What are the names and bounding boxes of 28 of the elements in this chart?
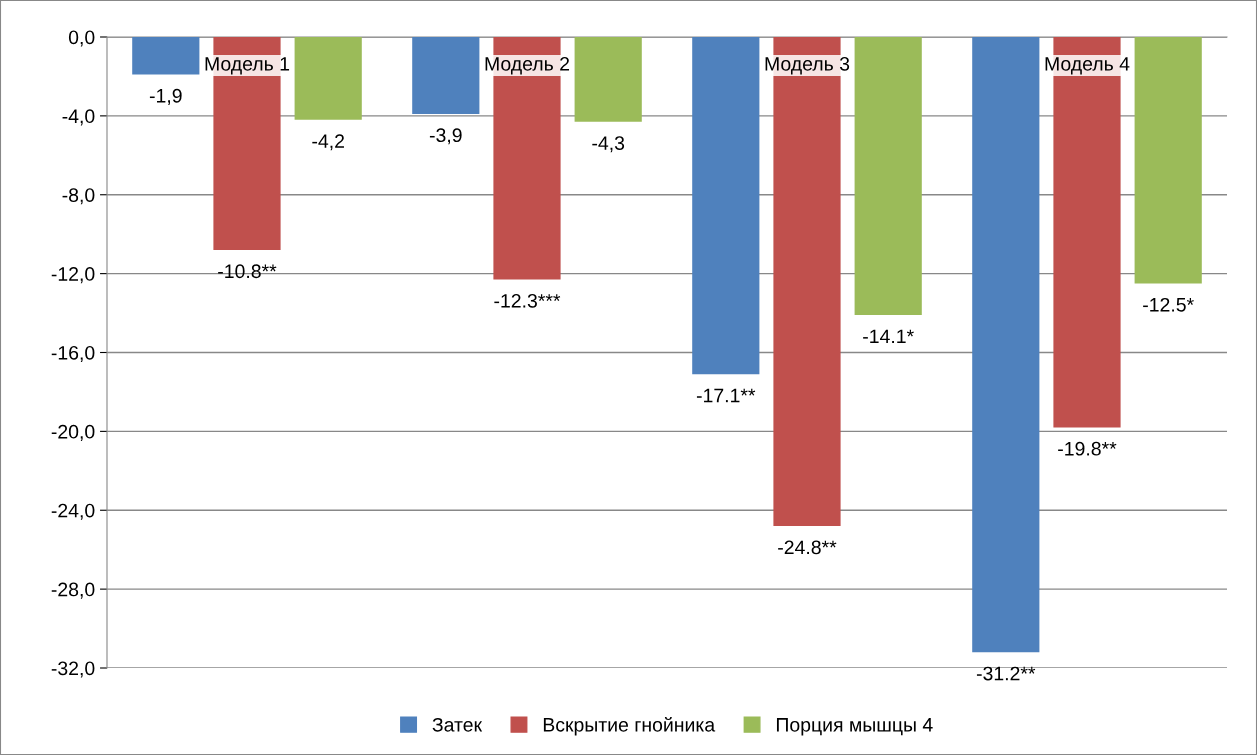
data-label: -12.5* bbox=[1143, 297, 1194, 312]
legend-label: Вскрытие гнойника bbox=[543, 717, 716, 736]
y-tick-label: -12,0 bbox=[51, 267, 95, 284]
x-tick-label: Модель 4 bbox=[1045, 57, 1130, 75]
data-label: -12.3*** bbox=[494, 293, 561, 308]
data-label: -4,3 bbox=[592, 136, 625, 153]
x-tick-label: Модель 1 bbox=[205, 57, 290, 75]
data-label: -17.1** bbox=[696, 388, 756, 403]
legend-label: Порция мышцы 4 bbox=[776, 718, 933, 736]
data-label: -4,2 bbox=[312, 134, 344, 151]
x-tick-label: Модель 2 bbox=[485, 56, 570, 75]
data-label: -31.2** bbox=[976, 666, 1036, 681]
y-tick-label: -32,0 bbox=[51, 661, 95, 678]
data-label: -3,9 bbox=[429, 128, 462, 145]
data-label: -24.8** bbox=[778, 540, 837, 555]
y-tick-label: -8,0 bbox=[62, 188, 95, 205]
y-tick-label: -4,0 bbox=[62, 109, 95, 126]
y-tick-label: 0,0 bbox=[68, 30, 95, 47]
legend-label: Затек bbox=[432, 717, 483, 732]
y-tick-label: -16,0 bbox=[51, 345, 95, 363]
data-label: -14.1* bbox=[863, 329, 914, 344]
y-tick-label: -20,0 bbox=[51, 424, 95, 441]
x-tick-label: Модель 3 bbox=[765, 56, 850, 75]
data-label: -10.8** bbox=[218, 264, 277, 279]
data-label: -19.8** bbox=[1058, 441, 1117, 456]
data-label: -1,9 bbox=[149, 88, 182, 105]
y-tick-label: -24,0 bbox=[51, 503, 95, 520]
y-tick-label: -28,0 bbox=[51, 582, 95, 599]
